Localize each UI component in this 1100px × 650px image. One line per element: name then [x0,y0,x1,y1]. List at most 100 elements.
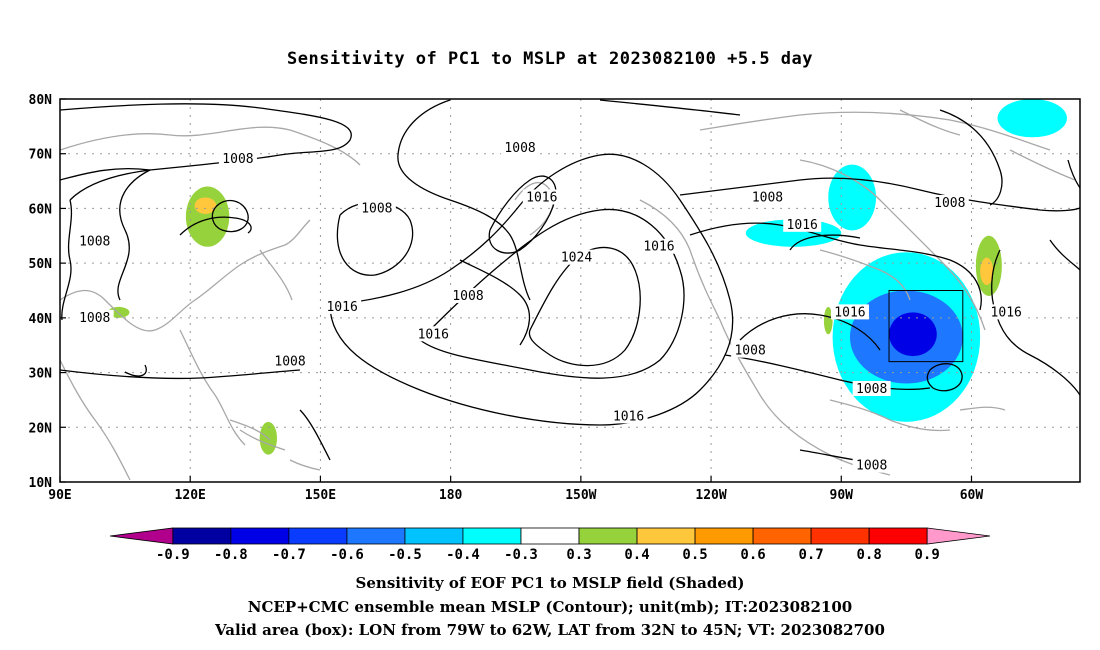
contour-label: 1008 [856,382,887,397]
contour-label: 1008 [734,344,765,359]
contour-label: 1008 [856,459,887,474]
contour-label-bg-15 [323,298,362,314]
x-tick-label: 180 [439,488,463,503]
contour-label-bg-20 [557,249,596,265]
contour-label-bg-6 [449,287,487,303]
y-tick-label: 10N [29,476,53,491]
contour-label-bg-17 [830,304,869,320]
contour-label-bg-8 [930,194,969,210]
contour-label-bg-18 [987,304,1026,320]
colorbar-cell [288,527,348,545]
contour-label: 1008 [274,355,305,370]
contour-label-bg-13 [639,238,678,254]
colorbar-cell [636,527,696,545]
colorbar-level-label: 0.7 [798,547,823,563]
negative-sensitivity-region-3 [828,164,877,231]
colorbar: -0.9 -0.8 -0.7 -0.6 -0.5 -0.4 -0.3 0.3 0.4 0.5 0.6… [109,527,991,563]
contour-label-bg-2 [75,309,114,325]
contour-label-bg-12 [522,189,561,205]
contour-label-bg-1 [75,233,114,249]
x-axis-ticks: 90E 120E 150E 180 150W 120W 90W 60W [48,476,983,503]
contour-label: 1016 [834,305,865,320]
plot-frame [59,98,1081,483]
valid-area-box [888,290,964,363]
contour-label-bg-3 [357,200,396,216]
colorbar-cell [404,527,464,545]
x-tick-label: 60W [960,488,984,503]
negative-sensitivity-region-2 [889,312,937,357]
contour-label: 1008 [222,152,253,167]
y-tick-label: 30N [29,367,53,382]
colorbar-cell [578,527,638,545]
contour-label: 1016 [418,327,449,342]
colorbar-cell [230,527,290,545]
y-tick-label: 40N [29,312,53,327]
contour-label-bg-7 [748,189,787,205]
x-tick-label: 90E [48,488,71,503]
colorbar-level-label: -0.8 [214,547,248,563]
contour-label-bg-5 [271,353,310,369]
caption-line-3: Valid area (box): LON from 79W to 62W, L… [215,621,885,639]
colorbar-level-label: -0.4 [446,547,480,563]
positive-sensitivity-region-4 [823,306,833,335]
chart-title: Sensitivity of PC1 to MSLP at 2023082100… [286,49,813,69]
contour-labels: 1008 1008 1008 1008 1008 1008 1008 1008 1008 1008… [75,140,1026,474]
colorbar-cell [810,527,870,545]
contour-label: 1008 [752,190,783,205]
colorbar-low-triangle [109,527,174,545]
contour-label: 1016 [526,190,557,205]
contour-label: 1008 [452,289,483,304]
colorbar-level-label: -0.9 [156,547,190,563]
contour-label-bg-14 [783,216,822,232]
contour-label-bg-0 [218,151,257,167]
contour-label: 1008 [504,141,535,156]
contour-label: 1024 [561,251,592,266]
colorbar-level-label: -0.7 [272,547,306,563]
colorbar-cell [694,527,754,545]
y-tick-label: 80N [29,93,53,108]
contour-label-bg-16 [414,326,453,342]
contour-label-bg-11 [852,457,891,473]
positive-sensitivity-region-1 [194,197,217,214]
contour-label-bg-10 [852,380,891,396]
x-tick-label: 120E [175,488,206,503]
colorbar-cell [172,527,232,545]
y-axis-ticks: 10N 20N 30N 40N 50N 60N 70N 80N [29,93,66,491]
contour-label: 1008 [79,234,110,249]
mslp-contours [60,99,1080,466]
colorbar-cell [752,527,812,545]
colorbar-level-label: -0.5 [388,547,422,563]
contour-label: 1016 [643,240,674,255]
sensitivity-shading [107,99,1067,455]
contour-label: 1016 [991,305,1022,320]
colorbar-cell [462,527,522,545]
colorbar-level-label: 0.8 [856,547,881,563]
contour-label: 1016 [787,218,818,233]
colorbar-level-label: 0.4 [624,547,649,563]
colorbar-level-label: -0.6 [330,547,364,563]
colorbar-cell [346,527,406,545]
y-tick-label: 50N [29,257,53,272]
x-tick-label: 150E [305,488,336,503]
negative-sensitivity-region-6 [997,99,1067,138]
y-tick-label: 60N [29,202,53,217]
colorbar-level-label: 0.5 [682,547,707,563]
colorbar-level-label: -0.3 [504,547,538,563]
x-tick-label: 90W [830,488,854,503]
contour-label-bg-4 [501,140,540,156]
contour-label: 1008 [361,201,392,216]
contour-label: 1008 [934,196,965,211]
x-tick-label: 120W [695,488,726,503]
contour-label: 1016 [326,300,357,315]
contour-label: 1008 [79,311,110,326]
colorbar-high-triangle [926,527,991,545]
y-tick-label: 20N [29,421,53,436]
positive-sensitivity-region-6 [980,257,994,286]
contour-label-bg-19 [609,408,648,424]
contour-label: 1016 [613,409,644,424]
colorbar-cell [868,527,928,545]
contour-label-bg-9 [731,342,770,358]
caption-line-1: Sensitivity of EOF PC1 to MSLP field (Sh… [355,574,745,592]
x-tick-label: 150W [565,488,596,503]
